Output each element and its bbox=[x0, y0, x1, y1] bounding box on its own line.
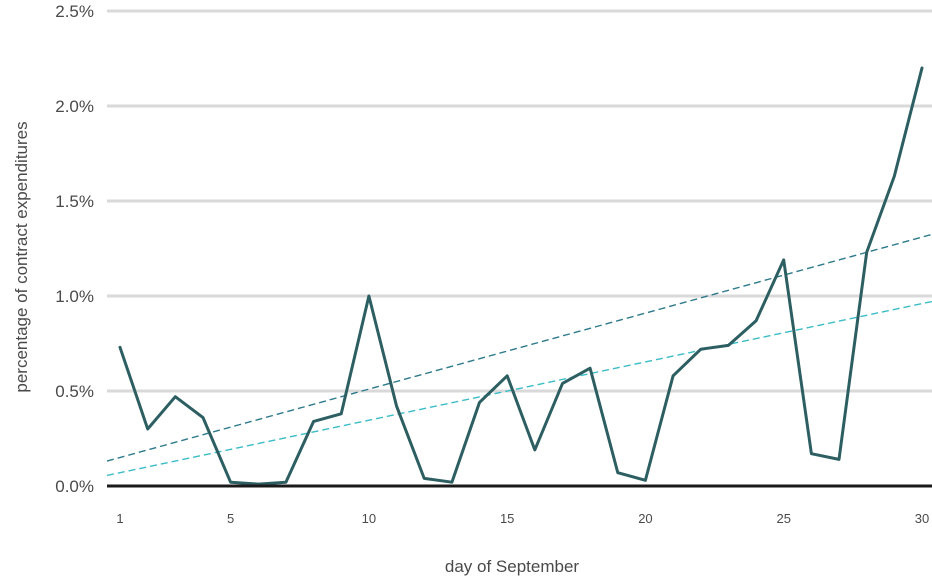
x-tick-label: 15 bbox=[500, 511, 514, 526]
x-tick-label: 10 bbox=[362, 511, 376, 526]
gridlines bbox=[107, 9, 932, 393]
trend-line bbox=[106, 300, 932, 477]
series-lines bbox=[118, 66, 924, 486]
y-tick-label: 2.5% bbox=[55, 2, 94, 21]
x-tick-label: 30 bbox=[915, 511, 929, 526]
y-tick-label: 0.5% bbox=[55, 382, 94, 401]
x-tick-label: 1 bbox=[116, 511, 123, 526]
y-tick-label: 2.0% bbox=[55, 97, 94, 116]
x-tick-label: 5 bbox=[227, 511, 234, 526]
y-axis-label: percentage of contract expenditures bbox=[12, 121, 31, 392]
x-axis-label: day of September bbox=[445, 557, 580, 576]
trend-lines bbox=[106, 233, 932, 477]
y-axis-ticks: 0.0% 0.5% 1.0% 1.5% 2.0% 2.5% bbox=[55, 2, 94, 496]
y-tick-label: 1.5% bbox=[55, 192, 94, 211]
y-tick-label: 0.0% bbox=[55, 477, 94, 496]
x-tick-label: 20 bbox=[638, 511, 652, 526]
x-tick-label: 25 bbox=[776, 511, 790, 526]
y-tick-label: 1.0% bbox=[55, 287, 94, 306]
x-axis-ticks: 1 5 10 15 20 25 30 bbox=[116, 511, 929, 526]
series-line bbox=[118, 66, 924, 486]
